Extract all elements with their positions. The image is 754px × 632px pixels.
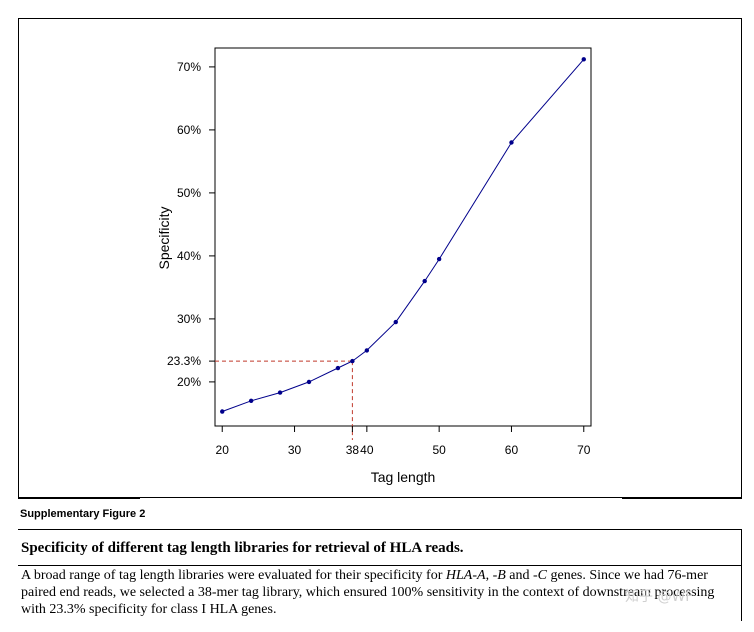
series-line xyxy=(222,58,585,412)
caption-rule-right xyxy=(622,498,742,499)
x-tick-label: 40 xyxy=(360,443,374,457)
data-points xyxy=(220,57,586,414)
data-point xyxy=(436,256,442,262)
caption-sep-1: , xyxy=(485,568,493,583)
caption-title: Specificity of different tag length libr… xyxy=(21,540,464,556)
x-tick-label: 20 xyxy=(216,443,230,457)
data-point xyxy=(364,348,370,353)
x-tick-label: 30 xyxy=(288,443,302,457)
data-point xyxy=(509,140,514,145)
data-point xyxy=(350,358,355,364)
x-tick-label: 38 xyxy=(346,443,360,457)
line-chart: 20 30 38 40 50 60 70 20% 23.3% 30% 40% 50% 60% 70% T… xyxy=(156,47,592,485)
caption-sep-2: and xyxy=(505,568,533,583)
x-axis-title: Tag length xyxy=(371,469,436,485)
gene-hla-a: HLA-A xyxy=(445,568,486,583)
y-tick-label: 60% xyxy=(177,123,201,137)
plot-area xyxy=(214,47,592,427)
caption-text-1: A broad range of tag length libraries we… xyxy=(21,568,446,583)
data-point xyxy=(248,398,254,403)
y-tick-label: 40% xyxy=(177,249,201,263)
gene-hla-c: -C xyxy=(533,568,547,583)
y-tick-label: 20% xyxy=(177,375,201,389)
y-axis-title: Specificity xyxy=(156,206,172,269)
data-point xyxy=(422,278,427,284)
gene-hla-b: -B xyxy=(492,568,506,583)
caption-text-2: genes. Since we had 76-mer paired end re… xyxy=(21,568,715,617)
caption-body: A broad range of tag length libraries we… xyxy=(21,567,739,618)
reference-lines xyxy=(215,360,353,440)
y-tick-label: 30% xyxy=(177,312,201,326)
data-point xyxy=(335,365,341,371)
y-tick-label: 70% xyxy=(177,60,201,74)
x-tick-label: 70 xyxy=(577,443,591,457)
data-point xyxy=(220,409,225,414)
watermark: 知乎 @WF xyxy=(625,589,694,605)
x-axis: 20 30 38 40 50 60 70 xyxy=(216,426,591,457)
caption-body-cell: A broad range of tag length libraries we… xyxy=(18,565,742,621)
y-tick-label: 23.3% xyxy=(167,354,201,368)
series-path xyxy=(222,58,585,412)
data-point xyxy=(277,390,283,395)
figure-frame: 20 30 38 40 50 60 70 20% 23.3% 30% 40% 50% 60% 70% T… xyxy=(18,18,742,498)
y-axis: 20% 23.3% 30% 40% 50% 60% 70% xyxy=(167,60,215,389)
figure-label: Supplementary Figure 2 xyxy=(20,508,146,520)
data-point xyxy=(393,319,398,325)
x-tick-label: 50 xyxy=(432,443,446,457)
caption-title-cell: Specificity of different tag length libr… xyxy=(18,529,742,565)
data-point xyxy=(306,379,312,385)
data-point xyxy=(581,57,586,62)
y-tick-label: 50% xyxy=(177,186,201,200)
x-tick-label: 60 xyxy=(505,443,519,457)
caption-rule-left xyxy=(18,498,140,499)
